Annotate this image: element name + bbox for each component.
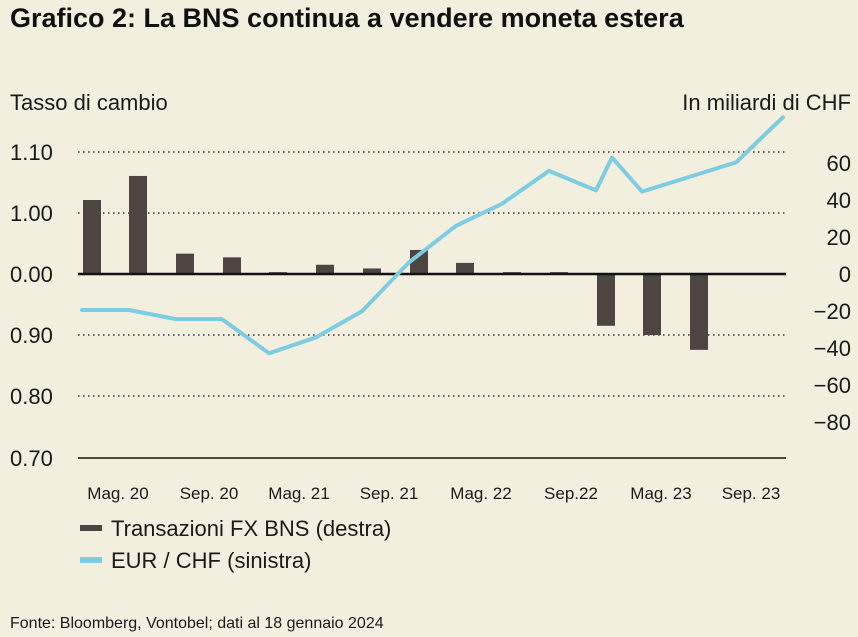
left-tick-label: 1.00 <box>10 201 53 226</box>
right-tick-label: 0 <box>839 262 851 287</box>
x-tick-label: Sep. 21 <box>360 484 419 503</box>
legend: Transazioni FX BNS (destra) EUR / CHF (s… <box>80 516 391 573</box>
legend-swatch-bar <box>80 525 102 531</box>
right-axis-ticks: 60 40 20 0 −20 −40 −60 −80 <box>814 151 851 435</box>
right-tick-label: 20 <box>827 225 851 250</box>
right-tick-label: 60 <box>827 151 851 176</box>
left-axis-ticks: 1.10 1.00 0.00 0.90 0.80 0.70 <box>10 140 53 471</box>
left-tick-label: 0.70 <box>10 446 53 471</box>
fx-bar <box>129 175 147 274</box>
bar-series <box>83 175 708 350</box>
right-tick-label: 40 <box>827 188 851 213</box>
fx-bar <box>690 274 708 350</box>
chart-title: Grafico 2: La BNS continua a vendere mon… <box>10 3 685 33</box>
fx-bar <box>176 253 194 274</box>
source-note: Fonte: Bloomberg, Vontobel; dati al 18 g… <box>10 615 384 632</box>
legend-swatch-line <box>80 557 102 563</box>
fx-bar <box>223 257 241 274</box>
right-axis-title: In miliardi di CHF <box>682 90 851 115</box>
gridlines <box>78 151 786 397</box>
right-tick-label: −80 <box>814 410 851 435</box>
left-tick-label: 1.10 <box>10 140 53 165</box>
x-tick-label: Sep.22 <box>544 484 598 503</box>
legend-label-bar: Transazioni FX BNS (destra) <box>111 516 391 541</box>
left-tick-label: 0.00 <box>10 262 53 287</box>
right-tick-label: −60 <box>814 373 851 398</box>
fx-bar <box>456 262 474 274</box>
fx-bar <box>316 264 334 274</box>
x-axis-ticks: Mag. 20 Sep. 20 Mag. 21 Sep. 21 Mag. 22 Sep.2… <box>87 484 780 503</box>
x-tick-label: Mag. 21 <box>268 484 329 503</box>
fx-bar <box>597 274 615 326</box>
left-axis-title: Tasso di cambio <box>10 90 168 115</box>
x-tick-label: Sep. 20 <box>180 484 239 503</box>
eur-chf-line <box>80 115 785 356</box>
right-tick-label: −20 <box>814 299 851 324</box>
left-tick-label: 0.80 <box>10 384 53 409</box>
x-tick-label: Sep. 23 <box>722 484 781 503</box>
fx-bar <box>363 268 381 274</box>
fx-bar <box>643 274 661 336</box>
x-tick-label: Mag. 22 <box>450 484 511 503</box>
right-tick-label: −40 <box>814 336 851 361</box>
x-tick-label: Mag. 20 <box>87 484 148 503</box>
x-tick-label: Mag. 23 <box>630 484 691 503</box>
left-tick-label: 0.90 <box>10 323 53 348</box>
legend-label-line: EUR / CHF (sinistra) <box>111 548 311 573</box>
fx-bar <box>83 200 101 274</box>
